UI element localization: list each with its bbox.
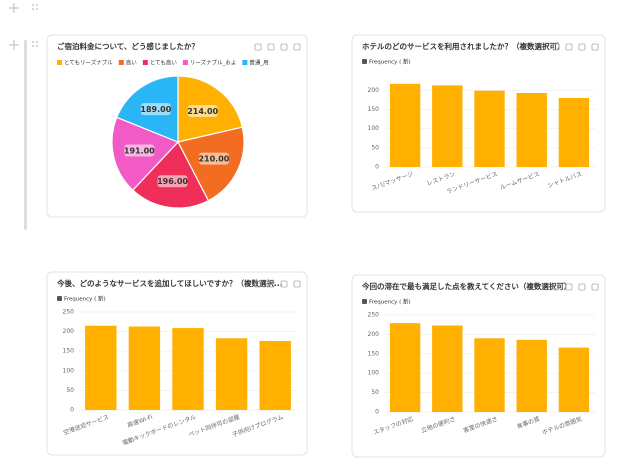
y-tick-label: 150 [368,350,380,357]
data-label: 189.00 [140,105,171,114]
panel-icon[interactable] [552,283,560,291]
y-tick-label: 150 [63,348,75,355]
data-label: 196.00 [157,177,188,186]
bar [389,323,421,412]
data-label-box [157,175,188,188]
panel-icon[interactable] [578,283,586,291]
legend-label: 高い [126,58,138,66]
y-tick-label: 50 [371,389,379,396]
chart-title: ホテルのどのサービスを利用されましたか？（複数選択可） [362,41,565,51]
panel-icon[interactable] [254,280,262,288]
side-controls[interactable] [9,3,19,50]
y-tick-label: 0 [375,409,379,416]
y-tick-label: 100 [63,367,75,374]
bar [474,338,505,412]
bar [128,326,161,410]
bar [389,83,421,167]
y-tick-label: 250 [63,309,75,316]
panel-icon[interactable] [591,283,599,291]
legend-swatch [142,60,148,65]
panel-icon[interactable] [565,43,573,51]
panel-icon[interactable] [293,280,301,288]
bar [215,338,248,410]
data-label-box [124,144,155,157]
data-label: 210.00 [198,155,229,164]
bar [516,339,547,412]
y-tick-label: 100 [368,370,380,377]
bar [474,90,505,167]
y-tick-label: 200 [368,87,380,94]
data-label-box [140,103,171,116]
y-tick-label: 200 [63,328,75,335]
legend-swatch [182,60,188,65]
y-tick-label: 50 [371,144,379,151]
pie-slice [131,140,210,209]
panel-icon[interactable] [552,43,560,51]
chart-title: ご宿泊料金について、どう感じましたか？ [57,41,199,51]
panel-icon[interactable] [280,43,288,51]
panel-icon[interactable] [578,43,586,51]
legend-label: とてもリーズナブル [64,58,113,66]
bar [432,325,463,412]
legend-label: リーズナブル_およ [190,58,236,66]
y-tick-label: 100 [368,125,380,132]
y-tick-label: 250 [368,312,380,319]
legend-label: Frequency ( 割) [369,58,411,66]
panel-icon[interactable] [280,280,288,288]
legend-swatch [242,60,248,65]
bar [432,85,463,167]
legend-label: とても高い [150,58,178,66]
panel-icon[interactable] [565,283,573,291]
bar [172,328,204,410]
bar [558,347,590,412]
y-tick-label: 50 [66,387,74,394]
bar [558,98,590,167]
data-label-box [187,105,218,118]
legend-label: 普通_用 [249,58,268,66]
panel-icon[interactable] [267,43,275,51]
panel-icon[interactable] [267,280,275,288]
drag-handles[interactable] [32,4,38,47]
legend-swatch [118,60,124,65]
data-label-box [198,152,229,165]
bar [259,341,291,410]
legend-label: Frequency ( 割) [369,298,411,306]
legend-swatch [57,60,62,65]
chart-title: 今後、どのようなサービスを追加してほしいですか？（複数選択... [56,278,283,288]
panel-icon[interactable] [293,43,301,51]
panel-icon[interactable] [591,43,599,51]
legend-swatch [57,296,62,301]
data-label: 191.00 [124,147,155,156]
chart-title: 今回の滞在で最も満足した点を教えてください（複数選択可） [361,281,571,291]
data-label: 214.00 [187,107,218,116]
y-tick-label: 200 [368,331,380,338]
y-tick-label: 0 [70,407,74,414]
panel-icon[interactable] [254,43,262,51]
y-tick-label: 0 [375,164,379,171]
bar [85,325,117,410]
legend-swatch [362,59,367,64]
bar [516,93,547,167]
legend-label: Frequency ( 割) [64,295,106,303]
y-tick-label: 150 [368,106,380,113]
legend-swatch [362,299,367,304]
scroll-bar[interactable] [24,40,27,230]
